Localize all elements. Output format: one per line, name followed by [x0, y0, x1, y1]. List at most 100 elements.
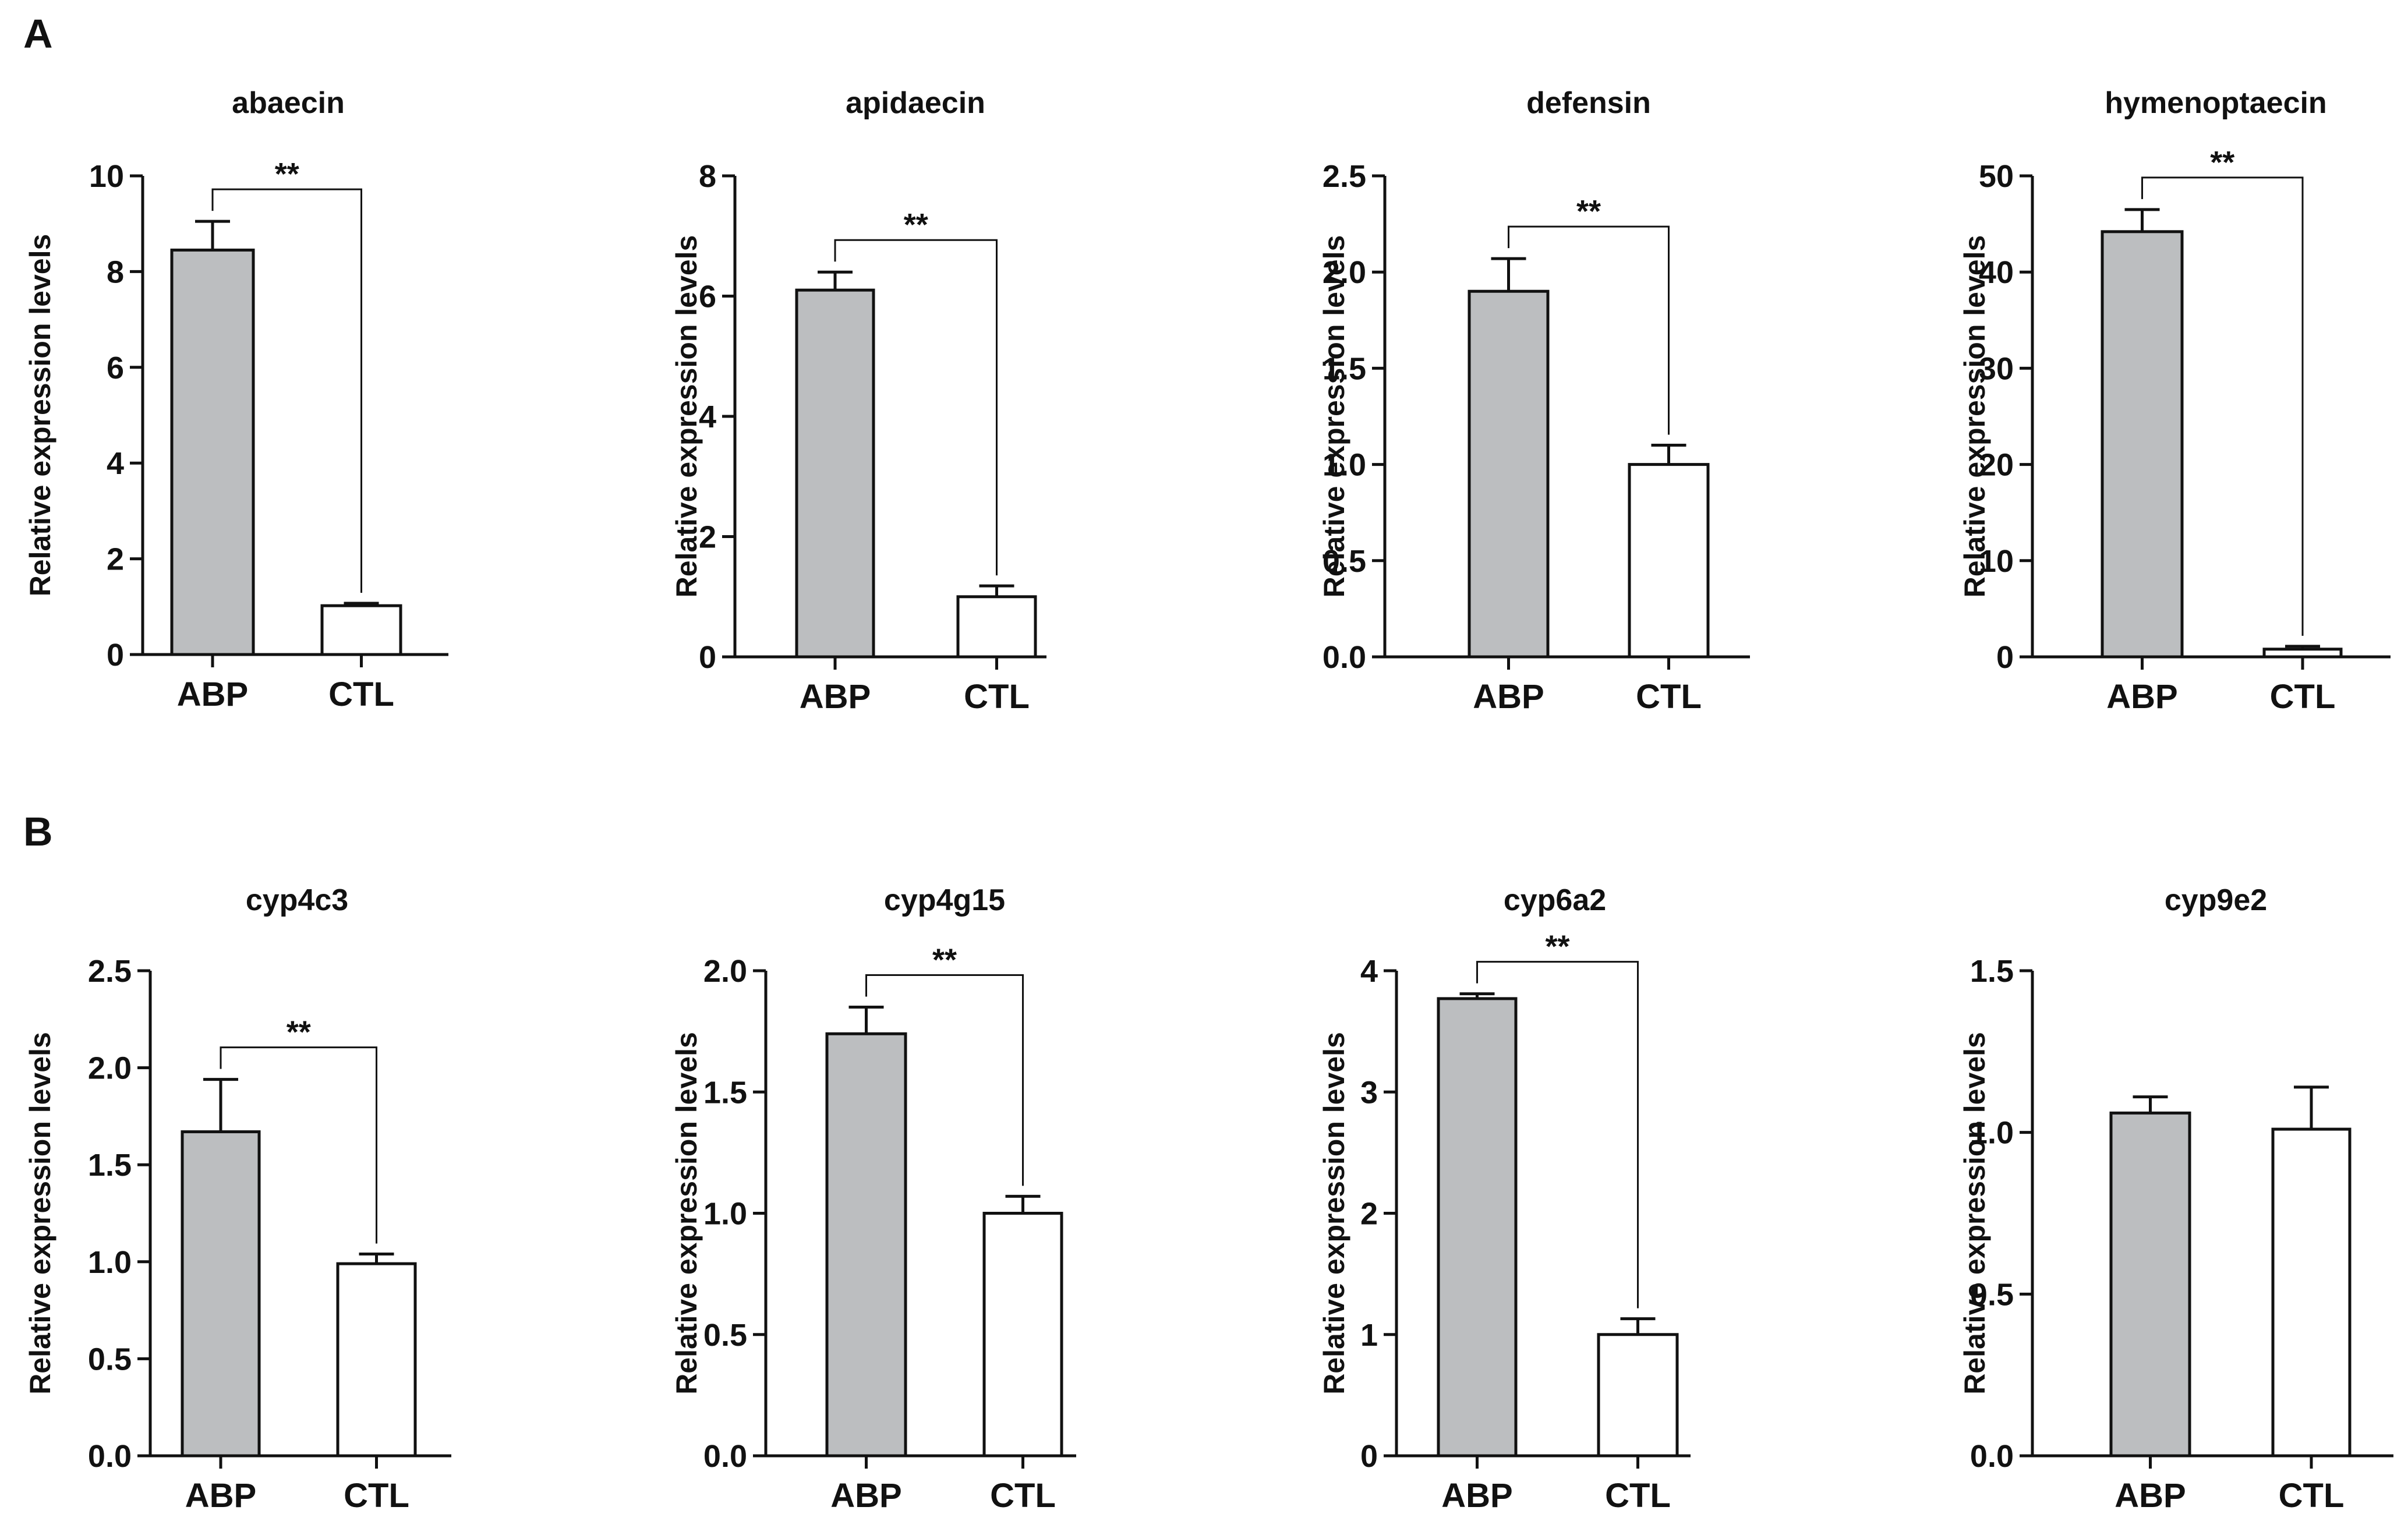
significance-bracket [834, 239, 998, 576]
y-axis-label: Relative expression levels [1958, 235, 1991, 598]
y-tick-label: 4 [107, 446, 124, 481]
x-tick-label-ctl: CTL [1636, 678, 1702, 716]
y-tick-label: 2.0 [88, 1051, 132, 1086]
chart-cyp9e2: cyp9e2 0.0 0.5 1.0 1.5 Relative expression le… [1958, 883, 2393, 1515]
chart-title: cyp4g15 [884, 883, 1005, 917]
y-tick-label: 2 [107, 542, 124, 577]
y-tick-label: 1.0 [1323, 448, 1366, 483]
bar-ctl [956, 595, 1037, 659]
x-tick-label-ctl: CTL [1605, 1477, 1671, 1515]
y-tick-label: 0.0 [703, 1439, 747, 1474]
y-tick-label: 1.5 [88, 1148, 132, 1183]
chart-defensin: defensin 0.0 0.5 1.0 1.5 2.0 2.5 Relative expre… [1318, 86, 1750, 716]
y-tick-label: 40 [1979, 255, 2014, 290]
y-tick-label: 0 [1996, 640, 2014, 675]
x-tick-label-ctl: CTL [964, 678, 1030, 716]
chart-title: cyp6a2 [1504, 883, 1606, 917]
bar-ctl [1597, 1333, 1679, 1458]
x-tick-label-abp: ABP [2114, 1477, 2186, 1515]
bar-abp [2101, 230, 2184, 659]
y-tick-label: 1.5 [1323, 351, 1366, 386]
y-tick-label: 8 [107, 254, 124, 289]
x-tick-label-abp: ABP [830, 1477, 901, 1515]
y-tick-label: 8 [699, 159, 716, 194]
significance-marker: ** [275, 157, 299, 192]
y-tick-label: 4 [699, 399, 716, 434]
x-tick-label-ctl: CTL [2270, 678, 2336, 716]
bar-ctl [1628, 463, 1710, 659]
x-tick-label-ctl: CTL [328, 675, 394, 713]
x-tick-label-abp: ABP [177, 675, 248, 713]
bar-abp [1468, 289, 1550, 659]
y-tick-label: 3 [1360, 1075, 1378, 1110]
y-tick-label: 0.5 [88, 1342, 132, 1377]
y-tick-label: 0.5 [1323, 544, 1366, 579]
y-tick-label: 1.5 [703, 1075, 747, 1110]
chart-title: cyp9e2 [2165, 883, 2267, 917]
y-tick-label: 30 [1979, 351, 2014, 386]
panel-letter-a: A [23, 11, 53, 56]
bar-abp [825, 1032, 907, 1458]
y-axis-label: Relative expression levels [1318, 1032, 1350, 1395]
bar-ctl [2271, 1127, 2352, 1458]
x-tick-label-abp: ABP [185, 1477, 256, 1515]
significance-marker: ** [1576, 194, 1601, 229]
y-tick-label: 20 [1979, 448, 2014, 483]
y-tick-label: 0 [699, 640, 716, 675]
y-axis-label: Relative expression levels [24, 1032, 56, 1395]
y-tick-label: 0 [1360, 1439, 1378, 1474]
bar-abp [1437, 997, 1518, 1458]
significance-bracket [220, 1046, 377, 1244]
x-tick-label-ctl: CTL [990, 1477, 1056, 1515]
significance-marker: ** [932, 942, 957, 977]
y-axis-label: Relative expression levels [1318, 235, 1350, 598]
bar-abp [181, 1130, 261, 1458]
y-tick-label: 4 [1360, 954, 1378, 989]
significance-bracket [1508, 225, 1670, 435]
x-tick-label-abp: ABP [2106, 678, 2177, 716]
significance-bracket [865, 974, 1024, 1186]
y-tick-label: 2.5 [88, 954, 132, 989]
chart-abaecin: abaecin 0 2 4 6 8 10 Relative expression levels… [24, 86, 448, 713]
bar-abp [2109, 1111, 2191, 1458]
chart-title: defensin [1526, 86, 1651, 120]
y-tick-label: 0.0 [1323, 640, 1366, 675]
y-tick-label: 0.5 [703, 1318, 747, 1353]
x-tick-label-abp: ABP [800, 678, 871, 716]
y-tick-label: 0 [107, 638, 124, 673]
significance-marker: ** [2210, 145, 2234, 180]
y-tick-label: 10 [1979, 544, 2014, 579]
y-tick-label: 1.0 [703, 1197, 747, 1232]
chart-cyp4c3: cyp4c3 0.0 0.5 1.0 1.5 2.0 2.5 Relative express… [24, 883, 451, 1515]
significance-marker: ** [287, 1015, 311, 1050]
significance-marker: ** [1545, 929, 1569, 964]
bar-ctl [982, 1212, 1063, 1458]
y-tick-label: 6 [699, 280, 716, 314]
panel-letter-b: B [23, 809, 53, 854]
y-tick-label: 2.5 [1323, 159, 1366, 194]
chart-hymenoptaecin: hymenoptaecin 0 10 20 30 40 50 Relative express… [1958, 86, 2391, 716]
x-tick-label-ctl: CTL [2279, 1477, 2345, 1515]
y-tick-label: 2.0 [703, 954, 747, 989]
bar-abp [795, 288, 875, 659]
y-axis-label: Relative expression levels [24, 234, 56, 597]
y-tick-label: 1.0 [1970, 1116, 2014, 1151]
y-tick-label: 0.0 [1970, 1439, 2014, 1474]
y-tick-label: 6 [107, 351, 124, 385]
chart-title: abaecin [232, 86, 345, 120]
x-tick-label-abp: ABP [1473, 678, 1544, 716]
y-tick-label: 2 [1360, 1197, 1378, 1232]
y-axis-label: Relative expression levels [670, 235, 703, 598]
bar-abp [170, 248, 255, 656]
bar-ctl [320, 604, 402, 656]
y-tick-label: 0.5 [1970, 1277, 2014, 1312]
x-tick-label-abp: ABP [1441, 1477, 1512, 1515]
chart-title: cyp4c3 [246, 883, 348, 917]
significance-marker: ** [904, 207, 928, 242]
chart-title: apidaecin [846, 86, 985, 120]
y-tick-label: 2 [699, 520, 716, 555]
chart-cyp4g15: cyp4g15 0.0 0.5 1.0 1.5 2.0 Relative expressio… [670, 883, 1076, 1515]
chart-title: hymenoptaecin [2105, 86, 2326, 120]
significance-bracket [1476, 961, 1639, 1308]
